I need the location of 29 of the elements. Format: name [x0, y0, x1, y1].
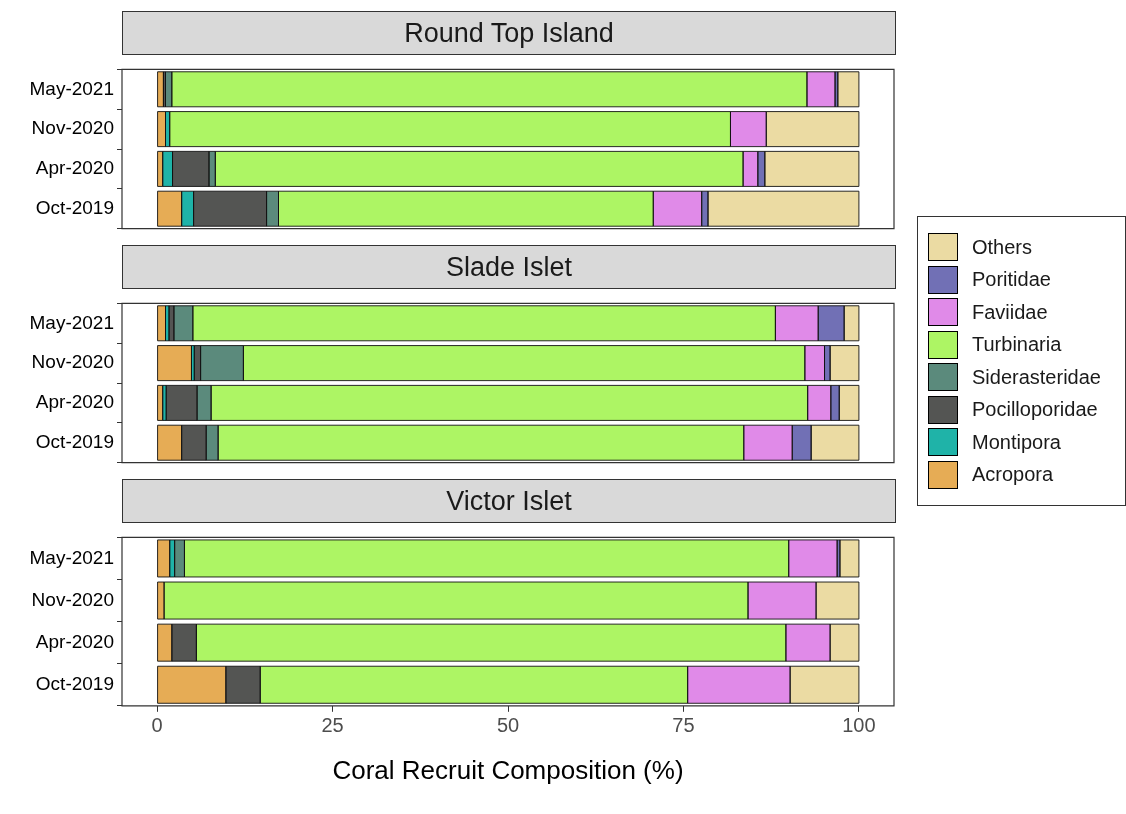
legend-label: Turbinaria [972, 333, 1062, 357]
x-tick-label: 25 [321, 714, 344, 737]
x-axis-title: Coral Recruit Composition (%) [332, 754, 684, 785]
legend-label: Acropora [972, 463, 1054, 487]
y-tick-label: Oct-2019 [35, 196, 114, 218]
chart-title: Victor Islet [122, 479, 896, 523]
legend-label: Poritidae [972, 268, 1051, 292]
y-tick-label: May-2021 [29, 77, 114, 99]
y-tick-label: Oct-2019 [35, 672, 114, 694]
legend-label: Faviidae [972, 300, 1048, 324]
x-tick-label: 100 [842, 714, 876, 737]
legend-label: Siderasteridae [972, 365, 1101, 389]
y-tick-label: Nov-2020 [31, 117, 114, 139]
legend-label: Pocilloporidae [972, 398, 1098, 422]
y-tick-label: May-2021 [29, 311, 114, 333]
chart-title: Round Top Island [122, 11, 896, 55]
chart-title: Slade Islet [122, 245, 896, 289]
y-tick-label: Apr-2020 [35, 157, 114, 179]
x-tick-label: 75 [672, 714, 695, 737]
y-tick-label: Nov-2020 [31, 351, 114, 373]
y-tick-label: May-2021 [29, 546, 114, 568]
x-tick-label: 0 [151, 714, 163, 737]
x-tick-label: 50 [496, 714, 520, 737]
y-tick-label: Nov-2020 [31, 588, 114, 610]
legend-label: Montipora [972, 430, 1061, 454]
y-tick-label: Oct-2019 [35, 430, 114, 452]
y-tick-label: Apr-2020 [35, 630, 114, 652]
y-tick-label: Apr-2020 [35, 391, 114, 413]
legend-label: Others [972, 235, 1033, 259]
